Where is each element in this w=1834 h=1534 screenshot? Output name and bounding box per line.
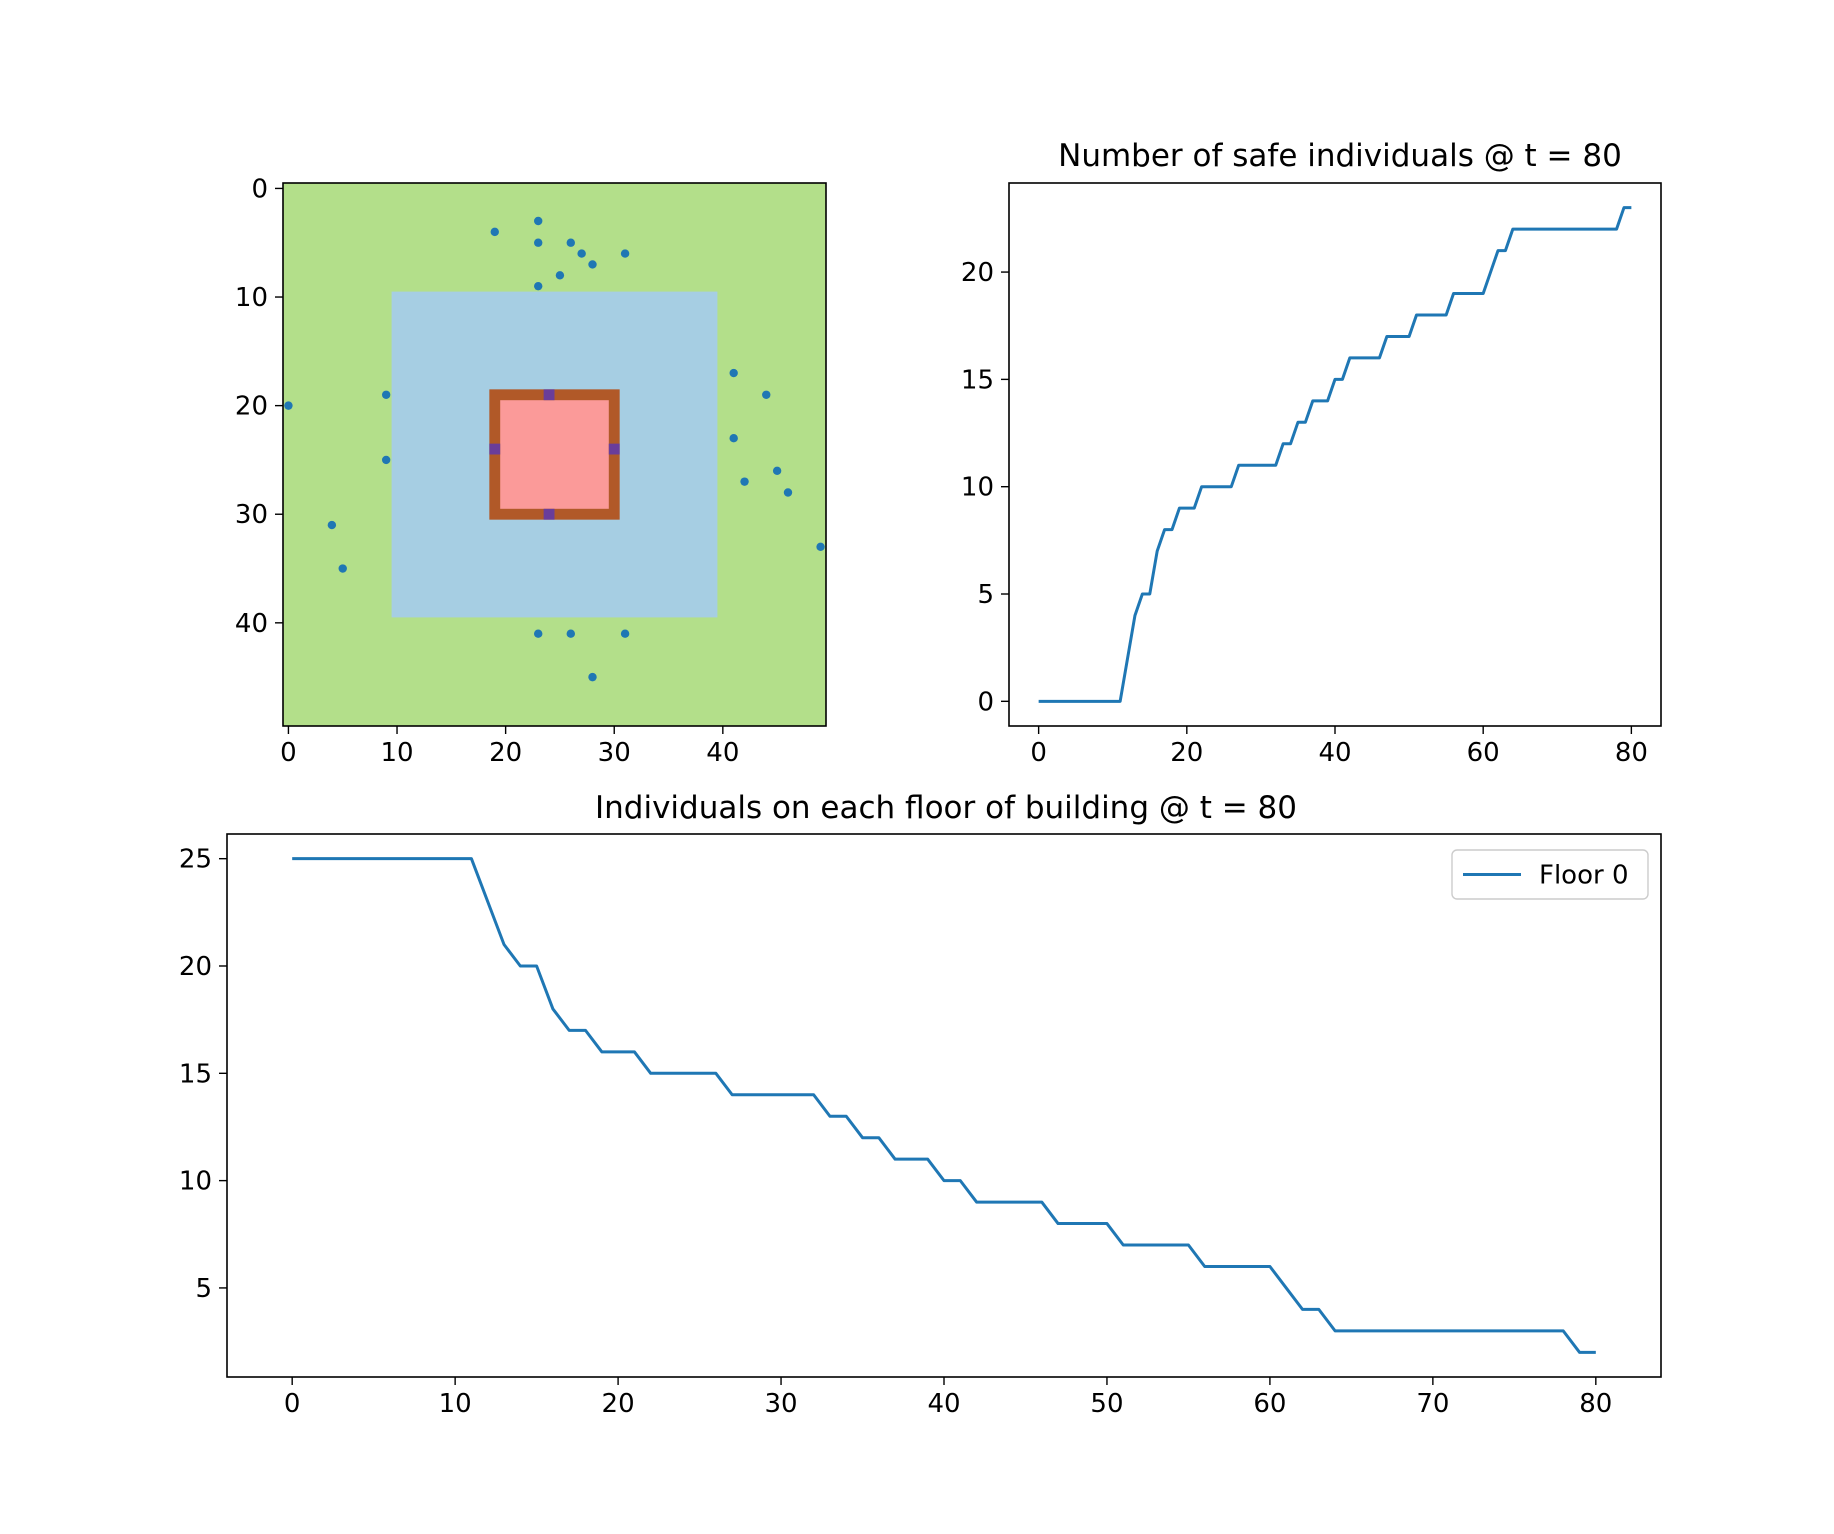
- floor-x-tick-label: 60: [1253, 1389, 1286, 1419]
- floor-x-tick-label: 30: [764, 1389, 797, 1419]
- safe-y-tick-label: 0: [977, 687, 994, 717]
- map-x-tick-label: 40: [706, 738, 739, 768]
- floor-y-tick-label: 5: [195, 1274, 212, 1304]
- legend-box: [1451, 849, 1649, 900]
- map-individual-point: [772, 466, 782, 475]
- map-door-cell: [608, 443, 620, 455]
- safe-series-line: [1038, 206, 1632, 703]
- map-individual-point: [620, 249, 630, 258]
- map-individual-point: [588, 672, 597, 682]
- floor-individuals-chart: Individuals on each floor of building @ …: [179, 790, 1662, 1419]
- safe-y-tick-label: 5: [977, 580, 994, 610]
- map-door-cell: [543, 389, 555, 401]
- safe-x-tick-label: 40: [1318, 738, 1351, 768]
- floor-x-tick-label: 20: [602, 1389, 635, 1419]
- map-x-ticks: 0 10 20 30 40: [280, 726, 739, 768]
- safe-x-tick-label: 60: [1467, 738, 1500, 768]
- floor-y-tick-label: 20: [179, 952, 212, 982]
- floor-y-tick-label: 25: [179, 845, 212, 875]
- legend-label-floor-0: Floor 0: [1539, 861, 1629, 891]
- floor-x-tick-label: 0: [284, 1389, 301, 1419]
- floor-y-ticks: 5 10 15 20 25: [179, 845, 227, 1304]
- map-individual-point: [381, 455, 391, 465]
- safe-y-tick-label: 20: [961, 258, 994, 288]
- floor-x-ticks: 0 10 20 30 40 50 60 70 80: [284, 1377, 1612, 1419]
- map-y-tick-label: 40: [235, 609, 268, 639]
- map-frame: [282, 182, 827, 727]
- map-x-tick-label: 20: [489, 738, 522, 768]
- safe-x-tick-label: 20: [1170, 738, 1203, 768]
- safe-y-tick-label: 10: [961, 473, 994, 503]
- map-y-tick-label: 20: [235, 392, 268, 422]
- map-individual-point: [729, 368, 738, 378]
- map-individual-point: [490, 227, 499, 237]
- map-individual-point: [327, 520, 337, 530]
- map-door-cell: [489, 443, 501, 455]
- safe-individuals-chart: Number of safe individuals @ t = 80 0 20 4…: [961, 138, 1662, 768]
- safe-x-ticks: 0 20 40 60 80: [1030, 726, 1648, 768]
- floor-x-tick-label: 80: [1579, 1389, 1612, 1419]
- map-y-tick-label: 0: [251, 174, 268, 204]
- map-individual-point: [534, 238, 543, 247]
- floor-x-tick-label: 40: [927, 1389, 960, 1419]
- safe-x-tick-label: 80: [1615, 738, 1648, 768]
- safe-chart-title: Number of safe individuals @ t = 80: [1058, 138, 1622, 174]
- map-individual-point: [577, 249, 586, 258]
- floor-x-tick-label: 10: [439, 1389, 472, 1419]
- map-individual-point: [555, 271, 565, 280]
- map-x-tick-label: 10: [380, 738, 413, 768]
- safe-x-tick-label: 0: [1030, 738, 1047, 768]
- map-door-cell: [543, 508, 555, 520]
- floor-x-tick-label: 70: [1416, 1389, 1449, 1419]
- map-individual-point: [534, 281, 543, 291]
- map-individual-point: [620, 629, 630, 638]
- map-y-ticks: 0 10 20 30 40: [235, 174, 283, 639]
- floor-series-line: [292, 857, 1596, 1354]
- floor-legend: Floor 0: [1451, 849, 1649, 900]
- map-individual-point: [381, 390, 391, 399]
- floor-y-tick-label: 10: [179, 1167, 212, 1197]
- map-individual-point: [284, 401, 293, 410]
- map-individual-point: [729, 434, 738, 443]
- map-x-tick-label: 30: [598, 738, 631, 768]
- safe-y-tick-label: 15: [961, 365, 994, 395]
- map-y-tick-label: 30: [235, 500, 268, 530]
- floor-x-tick-label: 50: [1090, 1389, 1123, 1419]
- map-individual-point: [588, 260, 597, 269]
- building-map-chart: 0 10 20 30 40 0 10 20 30 40: [235, 174, 827, 768]
- safe-y-ticks: 0 5 10 15 20: [961, 258, 1009, 717]
- map-individual-point: [740, 477, 749, 486]
- map-individual-point: [338, 564, 347, 573]
- floor-chart-title: Individuals on each floor of building @ …: [595, 790, 1297, 826]
- map-plot-area: [282, 182, 827, 727]
- map-individual-point: [566, 238, 575, 247]
- map-region-floor: [500, 400, 609, 509]
- map-x-tick-label: 0: [280, 738, 297, 768]
- map-individual-point: [534, 216, 543, 226]
- map-individual-point: [762, 390, 771, 399]
- map-individual-point: [534, 629, 543, 638]
- map-individual-point: [783, 488, 793, 497]
- map-individual-point: [816, 542, 825, 552]
- floor-y-tick-label: 15: [179, 1059, 212, 1089]
- map-y-tick-label: 10: [235, 283, 268, 313]
- map-individual-point: [566, 629, 575, 638]
